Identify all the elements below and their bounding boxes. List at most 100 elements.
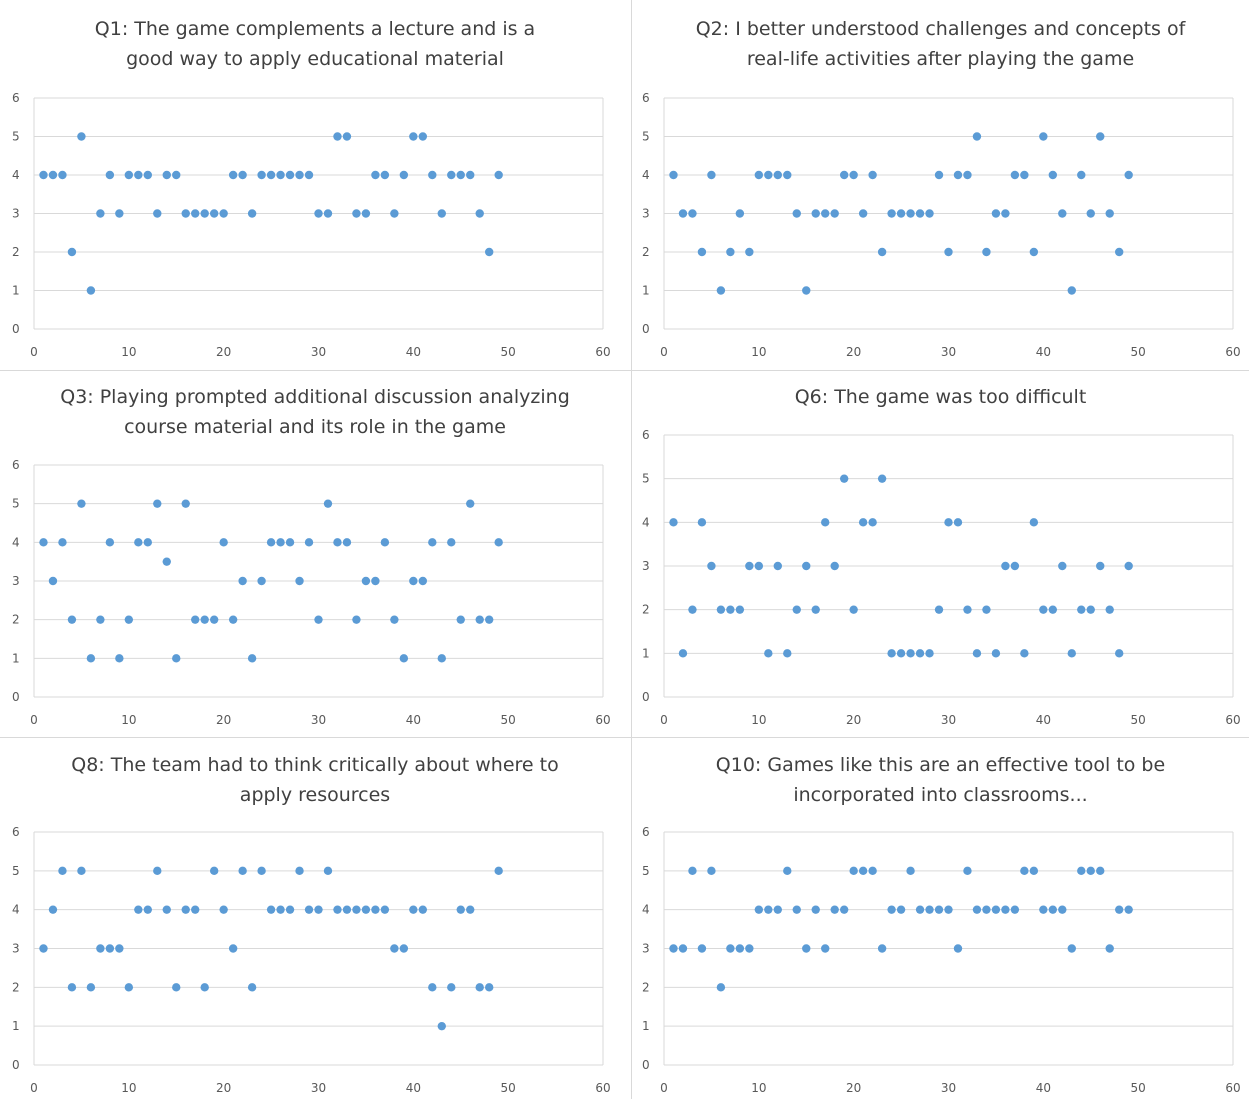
data-point: [735, 209, 745, 218]
y-tick-label: 5: [642, 130, 650, 144]
data-point: [96, 615, 105, 624]
y-tick-label: 0: [12, 690, 20, 704]
data-point: [1048, 905, 1058, 914]
data-point: [172, 983, 181, 992]
data-point: [1029, 247, 1039, 257]
y-tick-label: 0: [642, 1058, 650, 1072]
data-point: [811, 605, 820, 614]
data-point: [1096, 561, 1105, 571]
data-point: [257, 170, 266, 180]
x-tick-label: 10: [751, 345, 766, 359]
data-point: [1077, 866, 1086, 876]
data-point: [456, 615, 465, 624]
data-point: [371, 576, 380, 586]
data-point: [1058, 905, 1067, 914]
y-tick-label: 2: [12, 980, 20, 994]
data-point: [276, 170, 285, 180]
y-tick-label: 6: [12, 91, 20, 105]
data-point: [1096, 866, 1105, 876]
data-point: [934, 905, 944, 914]
x-tick-label: 20: [216, 1081, 231, 1095]
data-point: [972, 132, 982, 141]
y-tick-label: 1: [642, 646, 650, 660]
data-point: [688, 605, 697, 614]
data-point: [953, 170, 963, 180]
data-point: [953, 518, 963, 527]
data-point: [247, 654, 257, 663]
data-point: [323, 209, 333, 218]
data-point: [209, 209, 219, 218]
data-point: [333, 905, 342, 914]
data-point: [792, 605, 801, 614]
data-point: [390, 615, 399, 624]
y-tick-label: 1: [12, 284, 20, 298]
data-point: [333, 538, 342, 547]
data-point: [934, 170, 944, 180]
data-point: [181, 499, 190, 508]
data-point: [399, 944, 409, 953]
data-point: [485, 615, 494, 624]
data-point: [925, 649, 934, 658]
data-point: [77, 499, 86, 508]
y-tick-label: 4: [642, 168, 650, 182]
data-point: [371, 170, 380, 180]
x-tick-label: 40: [1036, 713, 1051, 727]
data-point: [821, 944, 830, 953]
data-point: [304, 170, 314, 180]
data-point: [1048, 605, 1058, 614]
chart-panel-q1: Q1: The game complements a lecture and i…: [0, 0, 630, 370]
data-point: [143, 905, 152, 914]
data-point: [247, 983, 257, 992]
data-point: [1067, 944, 1076, 953]
data-point: [39, 170, 48, 180]
data-point: [285, 170, 295, 180]
y-tick-label: 3: [642, 207, 650, 221]
y-tick-label: 1: [12, 1019, 20, 1033]
x-tick-label: 60: [595, 345, 610, 359]
x-tick-label: 30: [311, 1081, 326, 1095]
data-point: [494, 866, 503, 876]
x-tick-label: 30: [311, 713, 326, 727]
data-point: [783, 866, 792, 876]
data-point: [48, 905, 58, 914]
data-point: [285, 905, 295, 914]
data-point: [456, 905, 465, 914]
data-point: [314, 905, 323, 914]
data-point: [1010, 170, 1020, 180]
data-point: [963, 170, 972, 180]
chart-title: Q2: I better understood challenges and c…: [695, 18, 1186, 70]
data-point: [134, 170, 143, 180]
data-point: [134, 905, 143, 914]
data-point: [1067, 649, 1076, 658]
data-point: [219, 209, 228, 218]
data-point: [707, 561, 716, 571]
data-point: [295, 866, 304, 876]
data-point: [1029, 866, 1039, 876]
data-point: [830, 209, 839, 218]
chart-panel-q10: Q10: Games like this are an effective to…: [632, 738, 1249, 1099]
data-point: [1048, 170, 1058, 180]
data-point: [39, 944, 48, 953]
data-point: [745, 561, 754, 571]
data-point: [494, 538, 503, 547]
data-point: [811, 209, 820, 218]
y-tick-label: 3: [12, 942, 20, 956]
data-point: [1124, 170, 1133, 180]
x-tick-label: 50: [1131, 1081, 1146, 1095]
x-tick-label: 60: [595, 713, 610, 727]
data-point: [669, 170, 678, 180]
data-point: [1039, 132, 1048, 141]
x-tick-label: 10: [751, 713, 766, 727]
data-point: [352, 905, 361, 914]
data-point: [191, 905, 200, 914]
data-point: [466, 170, 475, 180]
y-tick-label: 6: [642, 428, 650, 442]
y-tick-label: 3: [642, 942, 650, 956]
y-tick-label: 6: [12, 825, 20, 839]
data-point: [858, 866, 868, 876]
data-point: [48, 170, 58, 180]
data-point: [285, 538, 295, 547]
data-point: [877, 247, 887, 257]
